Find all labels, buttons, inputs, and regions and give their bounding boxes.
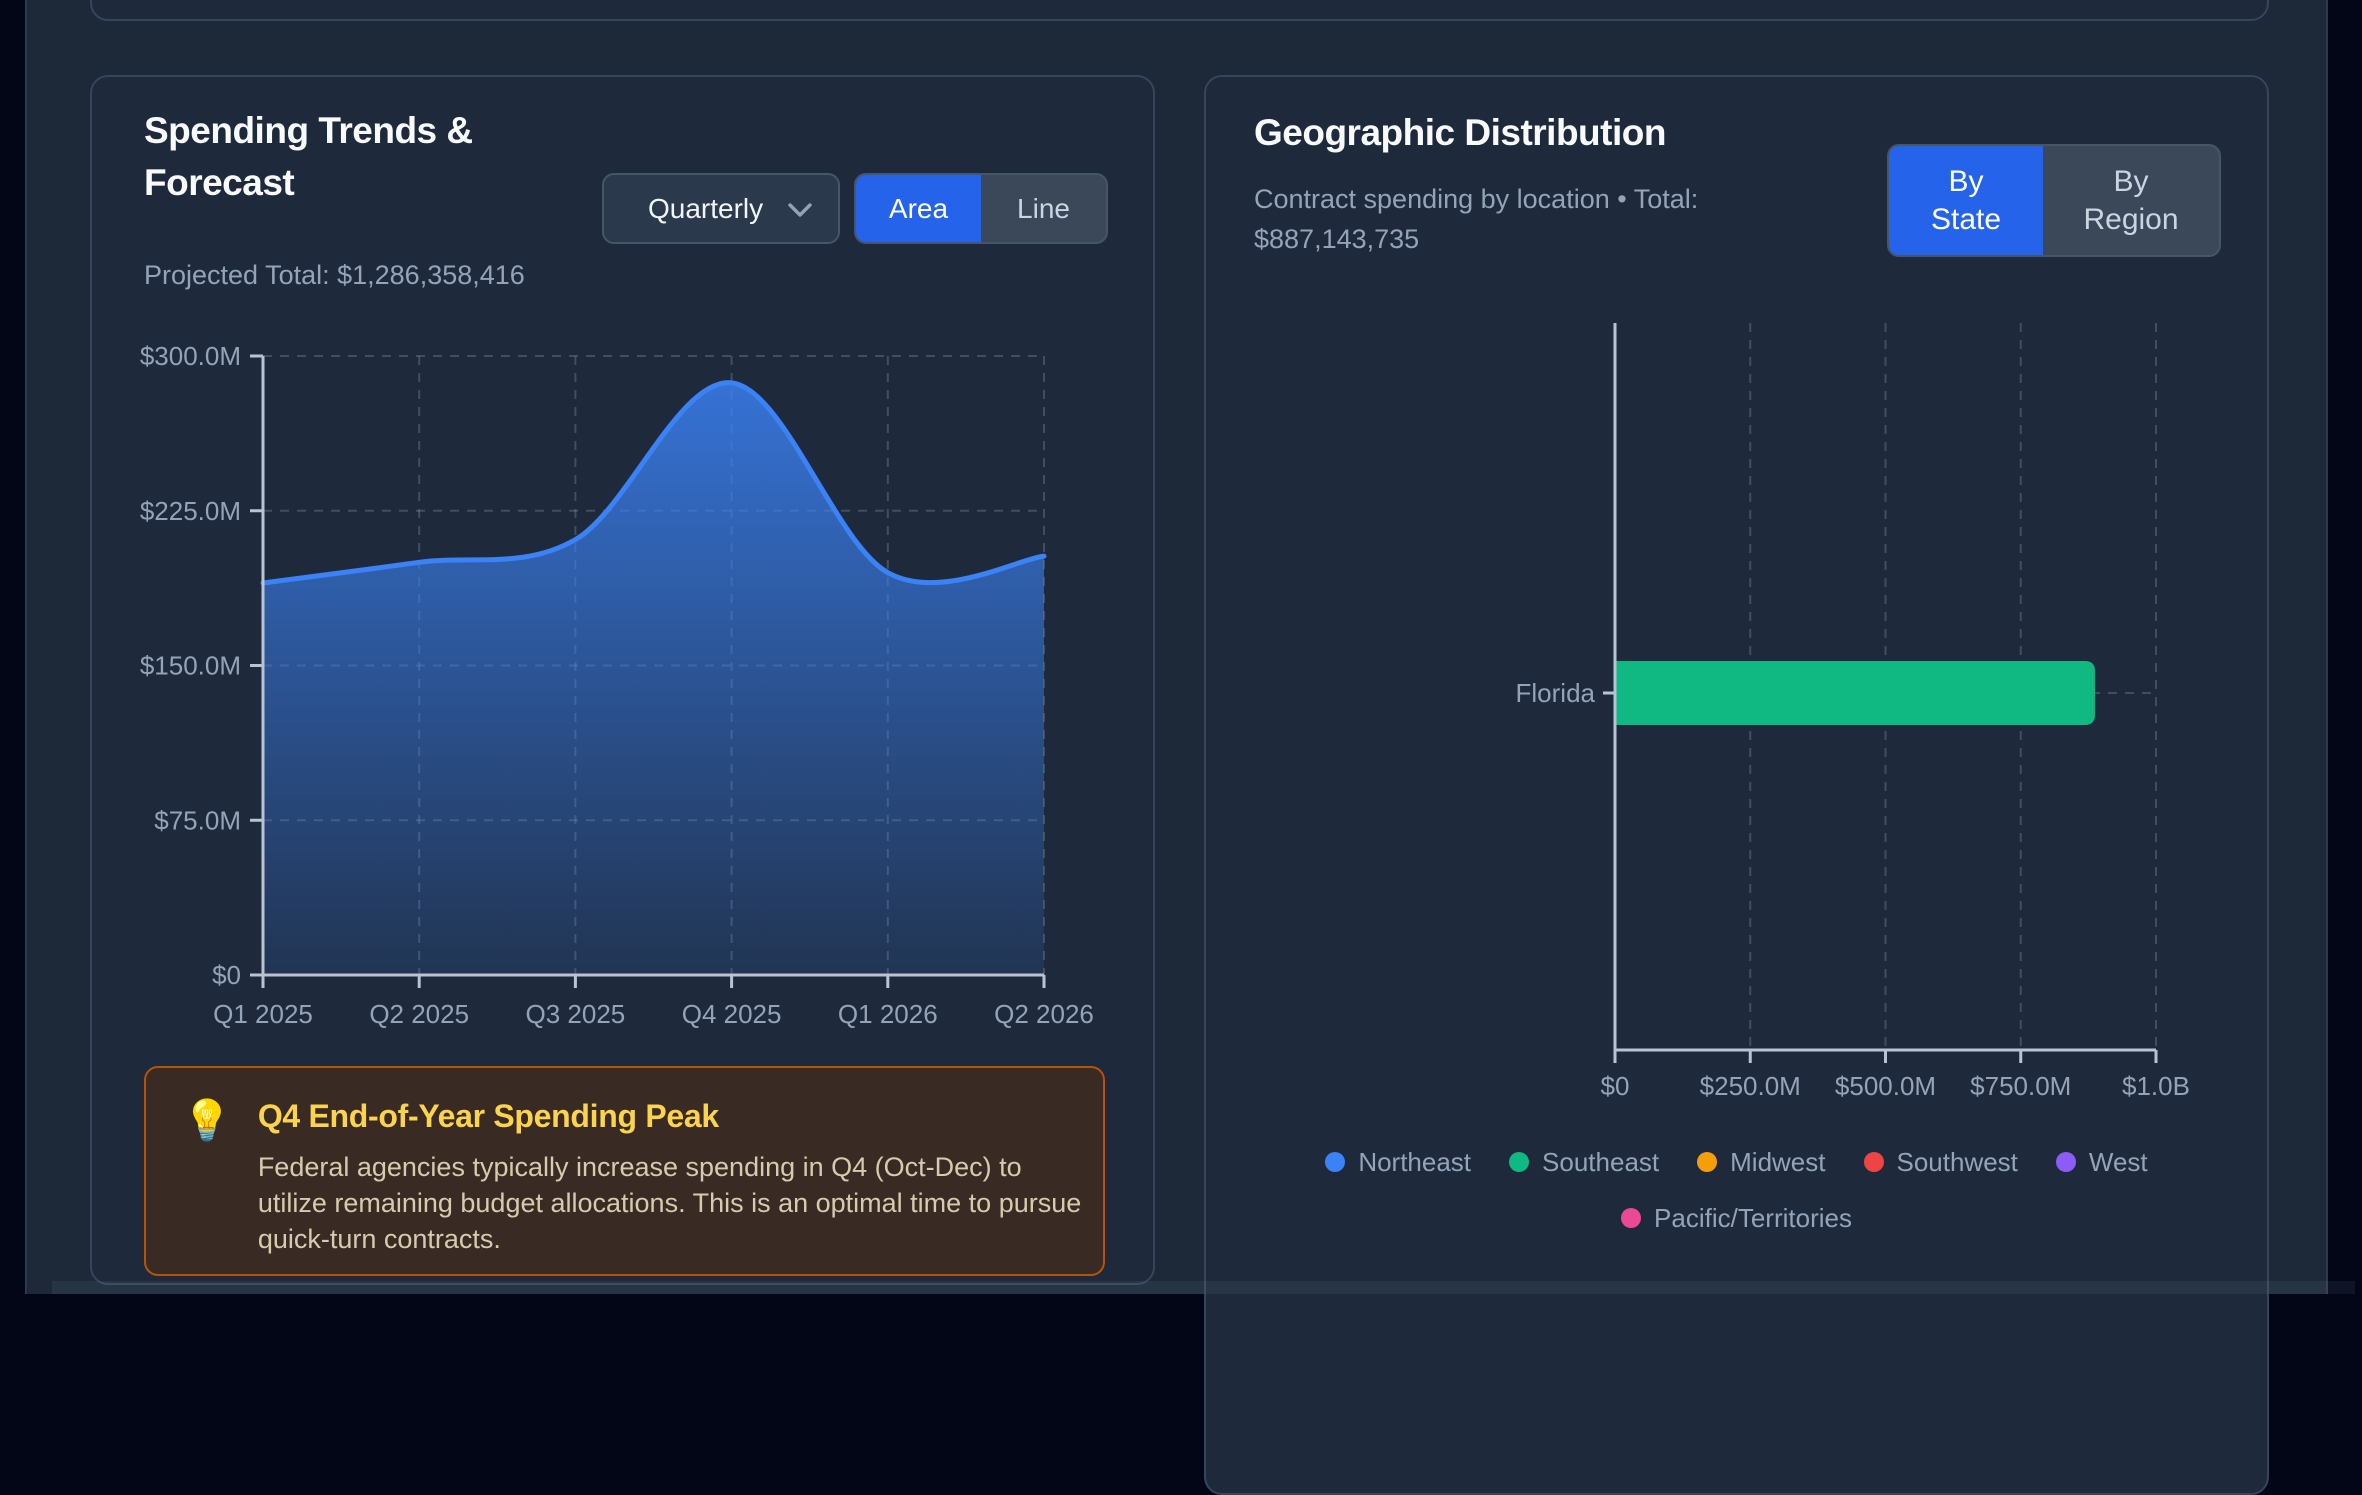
line-view-button[interactable]: Line (981, 175, 1106, 242)
insight-title: Q4 End-of-Year Spending Peak (257, 1098, 719, 1134)
spending-area-chart[interactable]: $0 $75.0M $150.0M $225.0M $300.0M Q1 2025 Q2 2… (92, 77, 1155, 1283)
legend-item-southeast: Southeast (1509, 1147, 1659, 1178)
x-tick-label: Q3 2025 (526, 999, 626, 1029)
insight-callout: 💡 Q4 End-of-Year Spending Peak Federal a… (144, 1066, 1105, 1276)
x-tick-label: Q1 2026 (838, 999, 938, 1029)
legend-item-northeast: Northeast (1325, 1147, 1471, 1178)
lightbulb-icon: 💡 (182, 1099, 232, 1143)
category-label: Florida (1516, 678, 1596, 708)
y-tick-label: $150.0M (140, 651, 241, 681)
legend-label: Southeast (1542, 1146, 1660, 1177)
spending-trends-title: Spending Trends & Forecast (144, 110, 473, 203)
geo-bar-chart[interactable]: Florida $0 $250.0M $500.0M $750.0M $1.0B (1206, 77, 2269, 1296)
legend-label: West (2088, 1146, 2148, 1177)
legend-dot-icon (1863, 1152, 1884, 1172)
spending-area-fill (263, 382, 1044, 975)
spending-line (260, 380, 1047, 586)
x-tick-label: Q2 2025 (369, 999, 469, 1029)
by-region-label: By Region (2083, 164, 2179, 236)
y-tick-label: $300.0M (140, 341, 241, 371)
by-region-button[interactable]: By Region (2043, 146, 2219, 255)
florida-bar[interactable] (1615, 661, 2095, 725)
x-tick-label: $500.0M (1835, 1071, 1936, 1101)
dashboard-content: Spending Trends & Forecast Projected Tot… (25, 0, 2355, 1495)
legend-dot-icon (1697, 1152, 1718, 1172)
area-view-button[interactable]: Area (856, 175, 981, 242)
legend-item-west: West (2055, 1146, 2148, 1178)
legend-item-midwest: Midwest (1697, 1146, 1826, 1178)
x-tick-label: $250.0M (1700, 1071, 1801, 1101)
legend-label: Northeast (1358, 1146, 1472, 1177)
by-state-button[interactable]: By State (1889, 146, 2043, 255)
x-tick-label: Q1 2025 (213, 999, 313, 1029)
legend-dot-icon (2055, 1152, 2076, 1172)
geo-distribution-title: Geographic Distribution (1254, 112, 1666, 153)
geo-distribution-subtitle: Contract spending by location • Total: $… (1254, 184, 1699, 254)
x-tick-label: $1.0B (2122, 1071, 2190, 1101)
legend-item-pacific-territories: Pacific/Territories (1621, 1203, 1852, 1234)
period-select[interactable]: Quarterly (602, 173, 840, 244)
previous-card-bottom-edge (90, 0, 2269, 21)
chevron-down-icon (788, 203, 812, 217)
legend-row: Northeast Southeast Midwest Southwest West (1325, 1145, 2148, 1179)
horizontal-scrollbar[interactable] (52, 1281, 2355, 1294)
y-tick-label: $75.0M (154, 805, 241, 835)
period-select-value: Quarterly (648, 192, 764, 224)
geographic-distribution-card: Geographic Distribution Contract spendin… (1204, 75, 2269, 1495)
insight-body: Federal agencies typically increase spen… (257, 1152, 1082, 1254)
projected-total-text: Projected Total: $1,286,358,416 (144, 260, 525, 290)
x-tick-label: Q4 2025 (682, 999, 782, 1029)
geo-group-toggle: By State By Region (1887, 144, 2221, 257)
legend-row: Pacific/Territories (1621, 1201, 1852, 1235)
x-tick-label: $0 (1601, 1071, 1630, 1101)
legend-item-southwest: Southwest (1863, 1146, 2018, 1178)
chart-view-toggle: Area Line (854, 173, 1108, 244)
y-tick-label: $225.0M (140, 496, 241, 526)
x-tick-label: $750.0M (1970, 1071, 2071, 1101)
x-tick-label: Q2 2026 (994, 999, 1094, 1029)
area-view-label: Area (888, 192, 949, 224)
legend-label: Southwest (1896, 1146, 2018, 1177)
legend-label: Midwest (1730, 1146, 1826, 1177)
legend-dot-icon (1621, 1208, 1642, 1228)
line-view-label: Line (1017, 192, 1070, 224)
legend-dot-icon (1509, 1152, 1530, 1172)
legend-label: Pacific/Territories (1654, 1202, 1852, 1233)
legend-dot-icon (1325, 1152, 1346, 1172)
region-legend: Northeast Southeast Midwest Southwest West Pa… (1254, 1145, 2219, 1235)
y-tick-label: $0 (212, 960, 241, 990)
spending-trends-card: Spending Trends & Forecast Projected Tot… (90, 75, 1155, 1285)
by-state-label: By State (1930, 164, 2002, 236)
